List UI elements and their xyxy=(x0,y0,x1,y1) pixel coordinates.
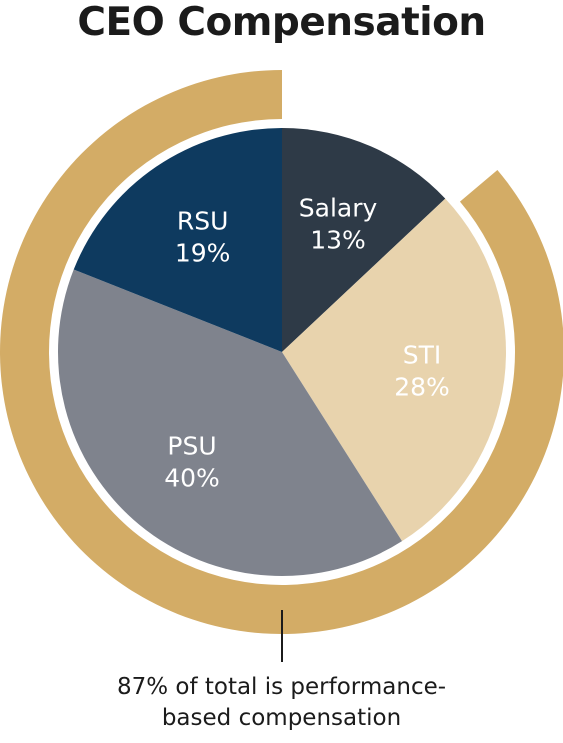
pie-slice-psu xyxy=(57,269,403,577)
pie-slice-salary xyxy=(282,128,446,352)
slice-value-rsu: 19% xyxy=(175,238,231,267)
slice-value-psu: 40% xyxy=(164,464,220,493)
pie-slices xyxy=(57,128,507,577)
slice-labels: Salary 13% STI 28% PSU 40% RSU 19% xyxy=(164,193,450,492)
annotation-line-2: based compensation xyxy=(161,705,402,731)
slice-value-salary: 13% xyxy=(310,225,366,254)
annotation-text: 87% of total is performance- based compe… xyxy=(0,672,563,734)
chart-title: CEO Compensation xyxy=(77,0,486,45)
slice-label-psu: PSU xyxy=(167,432,216,461)
pie-slice-sti xyxy=(282,198,507,542)
annotation-line-1: 87% of total is performance- xyxy=(116,674,447,700)
slice-value-sti: 28% xyxy=(394,373,450,402)
slice-label-sti: STI xyxy=(403,341,442,370)
slice-label-rsu: RSU xyxy=(177,206,229,235)
pie-slice-rsu xyxy=(73,128,282,352)
slice-label-salary: Salary xyxy=(299,193,378,222)
